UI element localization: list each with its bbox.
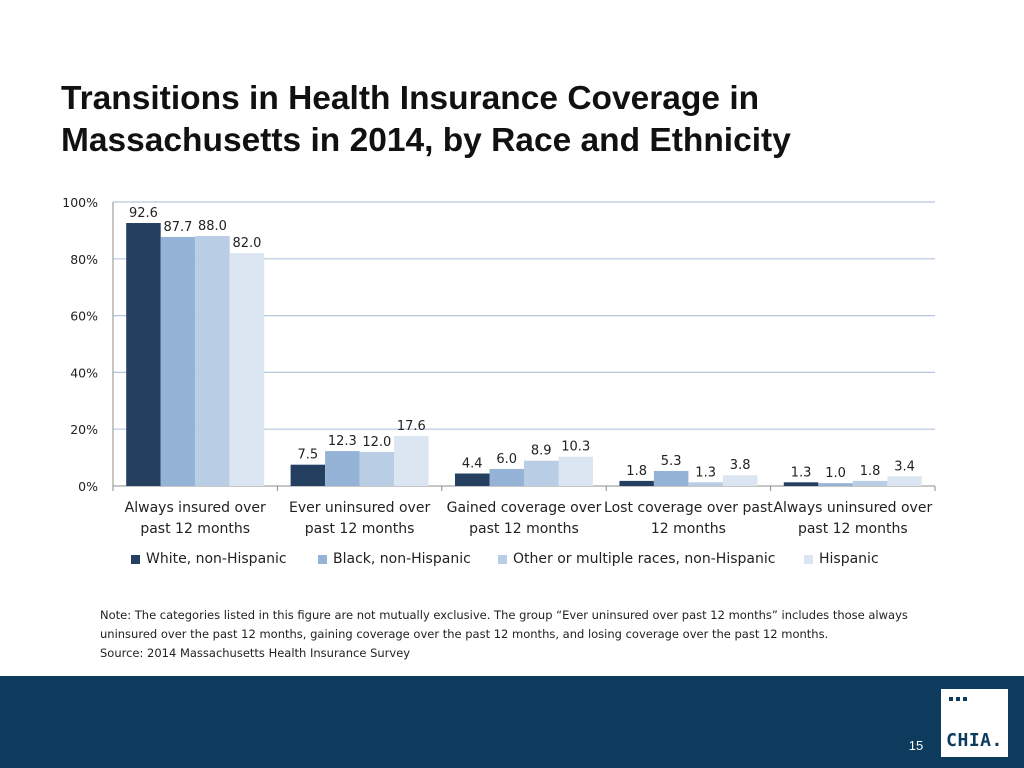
data-label: 92.6 — [129, 206, 158, 221]
legend-label: Hispanic — [819, 551, 879, 567]
legend-swatch — [498, 554, 507, 564]
category-label-line: Always uninsured over — [773, 500, 932, 516]
data-label: 1.3 — [791, 465, 812, 480]
legend-item: Hispanic — [804, 551, 879, 567]
legend-label: Other or multiple races, non-Hispanic — [513, 551, 776, 567]
data-label: 17.6 — [397, 419, 426, 434]
data-label: 10.3 — [561, 440, 590, 455]
data-label: 87.7 — [163, 220, 192, 235]
page-number: 15 — [908, 738, 924, 753]
logo-text: CHIA. — [946, 730, 1003, 751]
chart-legend: White, non-Hispanic Black, non-Hispanic Ot… — [0, 551, 1024, 573]
bar — [195, 236, 230, 486]
category-label-line: Lost coverage over past — [604, 500, 773, 516]
category-label: Ever uninsured over past 12 months — [289, 500, 430, 537]
bar — [126, 223, 161, 487]
data-label: 3.8 — [730, 458, 751, 473]
bar — [489, 468, 524, 486]
category-label-line: past 12 months — [798, 521, 908, 537]
bar — [394, 436, 429, 486]
category-label: Lost coverage over past 12 months — [604, 500, 773, 537]
bar — [852, 480, 888, 486]
y-tick-label: 0% — [78, 479, 98, 494]
bar — [619, 480, 654, 486]
bar — [688, 482, 723, 486]
bar — [818, 483, 853, 486]
data-label: 1.8 — [626, 464, 647, 479]
chia-logo: CHIA. — [941, 689, 1008, 757]
bar — [290, 464, 326, 486]
footer-band — [0, 676, 1024, 768]
category-label-line: past 12 months — [140, 521, 250, 537]
logo-dots-icon — [949, 697, 967, 701]
category-label: Always insured over past 12 months — [125, 500, 266, 537]
legend-item: Black, non-Hispanic — [318, 551, 471, 567]
data-label: 5.3 — [661, 454, 682, 469]
data-label: 1.3 — [695, 465, 716, 480]
category-label-line: Always insured over — [125, 500, 266, 516]
data-label: 12.0 — [362, 435, 391, 450]
data-label: 8.9 — [531, 444, 552, 459]
data-label: 7.5 — [298, 448, 319, 463]
bar — [524, 460, 559, 486]
bar-chart: 0% 20% 40% 60% 80% 100% 92.6 87.7 88.0 82.0 Always… — [62, 195, 936, 537]
y-tick-label: 20% — [70, 422, 98, 437]
bar — [455, 473, 490, 486]
legend-swatch — [318, 554, 327, 564]
bar — [653, 470, 689, 486]
legend-label: White, non-Hispanic — [146, 551, 287, 567]
category-label-line: Ever uninsured over — [289, 500, 430, 516]
y-tick-label: 80% — [70, 252, 98, 267]
category-label-line: 12 months — [651, 521, 726, 537]
y-tick-label: 100% — [62, 195, 98, 210]
bar — [783, 482, 819, 486]
category-label-line: past 12 months — [305, 521, 415, 537]
slide-title: Transitions in Health Insurance Coverage… — [61, 78, 961, 162]
data-label: 1.0 — [825, 466, 846, 481]
category-label: Gained coverage over past 12 months — [447, 500, 602, 537]
legend-item: Other or multiple races, non-Hispanic — [498, 551, 775, 567]
note-line-1: Note: The categories listed in this figu… — [100, 608, 908, 622]
footnote: Note: The categories listed in this figu… — [100, 606, 980, 663]
bar — [160, 236, 196, 486]
data-label: 6.0 — [496, 452, 517, 467]
legend-swatch — [131, 554, 140, 564]
legend-item: White, non-Hispanic — [131, 551, 287, 567]
title-line-2: Massachusetts in 2014, by Race and Ethni… — [61, 122, 791, 159]
legend-label: Black, non-Hispanic — [333, 551, 471, 567]
y-tick-label: 60% — [70, 309, 98, 324]
data-label: 3.4 — [894, 459, 915, 474]
bar — [887, 476, 922, 486]
category-label-line: Gained coverage over — [447, 500, 602, 516]
data-label: 12.3 — [328, 434, 357, 449]
note-line-2: uninsured over the past 12 months, gaini… — [100, 627, 829, 641]
bar — [229, 253, 265, 486]
bar — [722, 475, 758, 486]
bar — [325, 451, 360, 486]
title-line-1: Transitions in Health Insurance Coverage… — [61, 80, 760, 117]
bar — [359, 451, 395, 486]
legend-swatch — [804, 554, 813, 564]
data-label: 88.0 — [198, 219, 227, 234]
y-tick-label: 40% — [70, 365, 98, 380]
source-line: Source: 2014 Massachusetts Health Insura… — [100, 646, 411, 660]
category-label: Always uninsured over past 12 months — [773, 500, 932, 537]
data-label: 82.0 — [232, 236, 261, 251]
category-label-line: past 12 months — [469, 521, 579, 537]
bar — [558, 456, 593, 486]
data-label: 4.4 — [462, 457, 483, 472]
data-label: 1.8 — [860, 464, 881, 479]
